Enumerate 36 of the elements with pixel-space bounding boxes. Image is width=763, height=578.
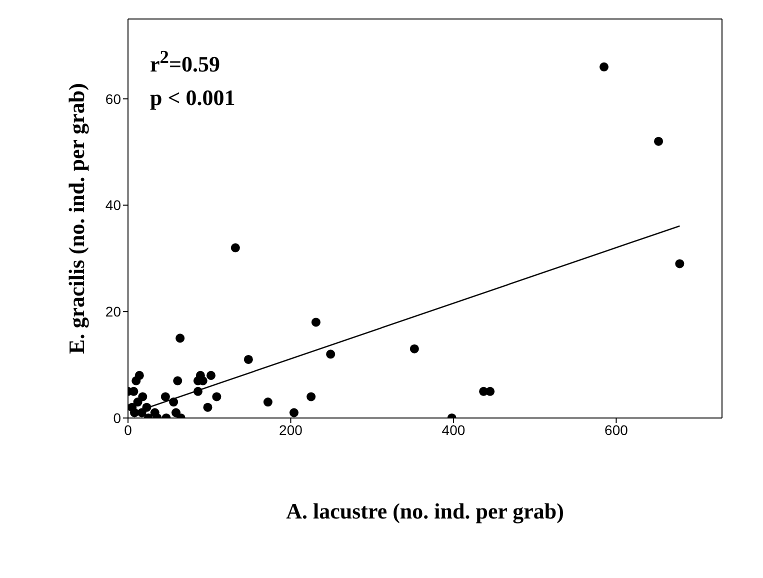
point xyxy=(263,398,272,407)
point xyxy=(306,392,316,402)
point xyxy=(169,398,178,407)
x-tick-label: 0 xyxy=(124,422,132,438)
y-tick-label: 20 xyxy=(105,304,122,320)
point xyxy=(244,354,253,364)
x-tick-label: 600 xyxy=(604,422,628,438)
point xyxy=(133,398,142,407)
point xyxy=(600,62,609,72)
point xyxy=(206,370,216,380)
point xyxy=(212,392,222,402)
annotation: p < 0.001 xyxy=(150,84,236,112)
y-axis-title: E. gracilis (no. ind. per grab) xyxy=(64,83,89,354)
point xyxy=(132,376,141,386)
point xyxy=(654,136,664,146)
y-tick-label: 0 xyxy=(113,410,122,426)
point xyxy=(150,408,160,418)
annotation: r$^{2}$=0.59 xyxy=(150,46,221,78)
point xyxy=(675,259,684,268)
x-tick-label: 200 xyxy=(279,422,303,438)
point xyxy=(193,386,202,396)
point xyxy=(203,402,212,412)
point xyxy=(486,386,495,396)
point xyxy=(326,350,336,359)
y-tick-label: 40 xyxy=(105,197,122,214)
point xyxy=(130,408,140,418)
point xyxy=(160,392,170,402)
point xyxy=(230,243,240,252)
point xyxy=(410,344,419,354)
x-axis-title: A. lacustre (no. ind. per grab) xyxy=(286,498,564,524)
x-tick-label: 400 xyxy=(442,422,466,438)
y-tick-label: 60 xyxy=(105,90,122,107)
point xyxy=(311,318,320,327)
point xyxy=(173,376,182,386)
point xyxy=(289,408,299,418)
point xyxy=(176,334,185,343)
